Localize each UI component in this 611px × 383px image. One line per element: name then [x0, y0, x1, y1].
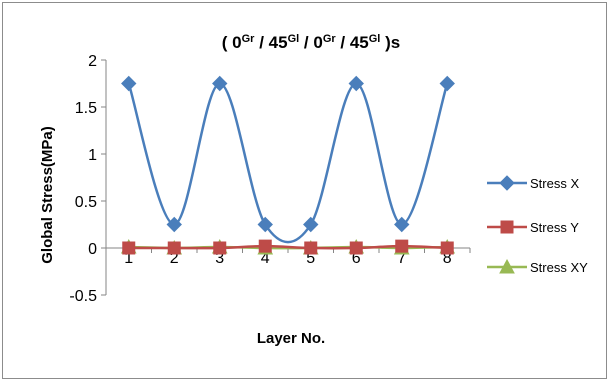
chart-title: ( 0Gr / 45Gl / 0Gr / 45Gl )s — [222, 33, 400, 52]
data-point-stress-y — [440, 241, 454, 255]
x-tick-label: 6 — [352, 250, 361, 267]
x-tick-label: 8 — [443, 250, 452, 267]
legend-item-stress-xy: Stress XY — [487, 258, 588, 275]
x-tick-label: 3 — [215, 250, 224, 267]
legend-item-stress-y: Stress Y — [487, 220, 579, 235]
data-point-stress-y — [213, 241, 227, 255]
data-point-stress-x — [439, 75, 455, 92]
data-point-stress-y — [122, 241, 136, 255]
series-line-stress-x — [127, 82, 449, 244]
data-point-stress-y — [304, 241, 318, 255]
x-tick-label: 2 — [170, 250, 179, 267]
data-point-stress-y — [167, 241, 181, 255]
series-layer — [120, 75, 456, 255]
y-tick-label: 1.5 — [75, 100, 97, 117]
title-part: Gl — [288, 33, 300, 45]
y-tick-label: 0 — [88, 241, 97, 258]
data-point-stress-x — [121, 75, 137, 92]
x-tick-label: 5 — [306, 250, 315, 267]
y-tick-label: 1 — [88, 147, 97, 164]
title-part: Gr — [242, 33, 256, 45]
title-part: Gl — [369, 33, 381, 45]
title-part: / 45 — [336, 33, 369, 52]
data-point-stress-x — [303, 216, 319, 233]
y-tick-label: -0.5 — [69, 288, 97, 305]
title-part: / 45 — [254, 33, 287, 52]
x-tick-label: 1 — [124, 250, 133, 267]
chart-frame — [2, 2, 607, 379]
data-point-stress-x — [166, 216, 182, 233]
series-stress-x — [121, 75, 455, 244]
data-point-stress-y — [258, 239, 272, 253]
legend-label: Stress Y — [530, 220, 579, 235]
axes: -0.5 0 0.5 1 1.5 2 1 2 3 4 5 6 7 8 — [69, 53, 471, 305]
legend-item-stress-x: Stress X — [487, 175, 579, 191]
legend: Stress X Stress Y Stress XY — [487, 175, 588, 275]
series-stress-y — [122, 239, 454, 255]
title-part: Gr — [323, 33, 337, 45]
title-part: ( 0 — [222, 33, 242, 52]
data-point-stress-y — [395, 239, 409, 253]
title-part: )s — [380, 33, 400, 52]
data-point-stress-x — [212, 75, 228, 92]
legend-marker — [499, 175, 515, 191]
data-point-stress-y — [349, 241, 363, 255]
legend-marker — [499, 258, 515, 274]
x-tick-label: 7 — [397, 250, 406, 267]
y-tick-label: 2 — [88, 53, 97, 70]
x-axis-title: Layer No. — [257, 330, 325, 347]
data-point-stress-x — [257, 216, 273, 233]
y-axis-title: Global Stress(MPa) — [39, 126, 56, 264]
legend-marker — [500, 220, 514, 234]
y-tick-label: 0.5 — [75, 194, 97, 211]
data-point-stress-x — [348, 75, 364, 92]
legend-label: Stress XY — [530, 260, 588, 275]
data-point-stress-x — [394, 216, 410, 233]
x-tick-label: 4 — [261, 250, 270, 267]
title-part: / 0 — [299, 33, 323, 52]
legend-label: Stress X — [530, 176, 579, 191]
